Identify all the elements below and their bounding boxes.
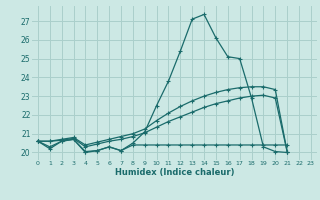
X-axis label: Humidex (Indice chaleur): Humidex (Indice chaleur)	[115, 168, 234, 177]
